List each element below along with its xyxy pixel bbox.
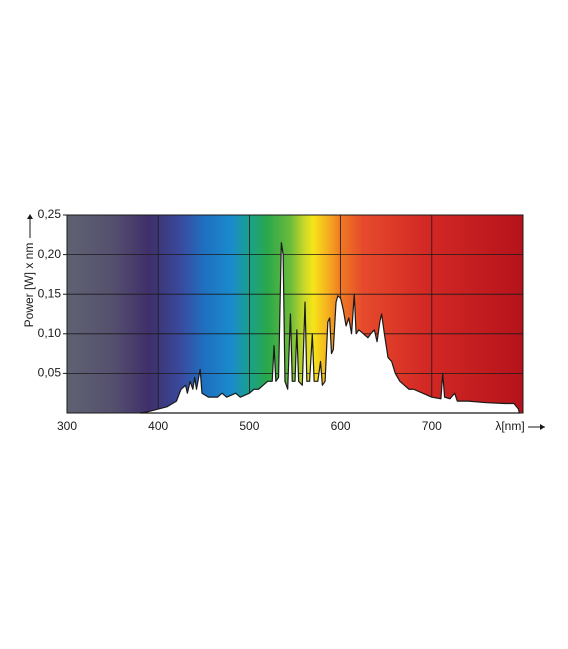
y-axis-label: Power [W] x nm: [22, 243, 36, 328]
marks: [139, 242, 520, 414]
x-tick-label: 400: [148, 419, 168, 433]
plot-border: [66, 214, 524, 414]
x-tick-label: 300: [57, 419, 77, 433]
x-tick-label: 500: [239, 419, 259, 433]
y-axis-arrowhead: [27, 214, 33, 219]
y-tick-label: 0,05: [38, 366, 62, 380]
spectrum-area: [139, 242, 520, 414]
y-tick-label: 0,25: [38, 207, 62, 221]
x-tick-label: 600: [331, 419, 351, 433]
x-axis-label: λ[nm]: [495, 419, 524, 433]
y-tick-label: 0,20: [38, 247, 62, 261]
x-axis-arrowhead: [540, 424, 545, 430]
y-tick-label: 0,10: [38, 326, 62, 340]
y-tick-label: 0,15: [38, 286, 62, 300]
grid: [66, 214, 523, 413]
x-tick-label: 700: [422, 419, 442, 433]
